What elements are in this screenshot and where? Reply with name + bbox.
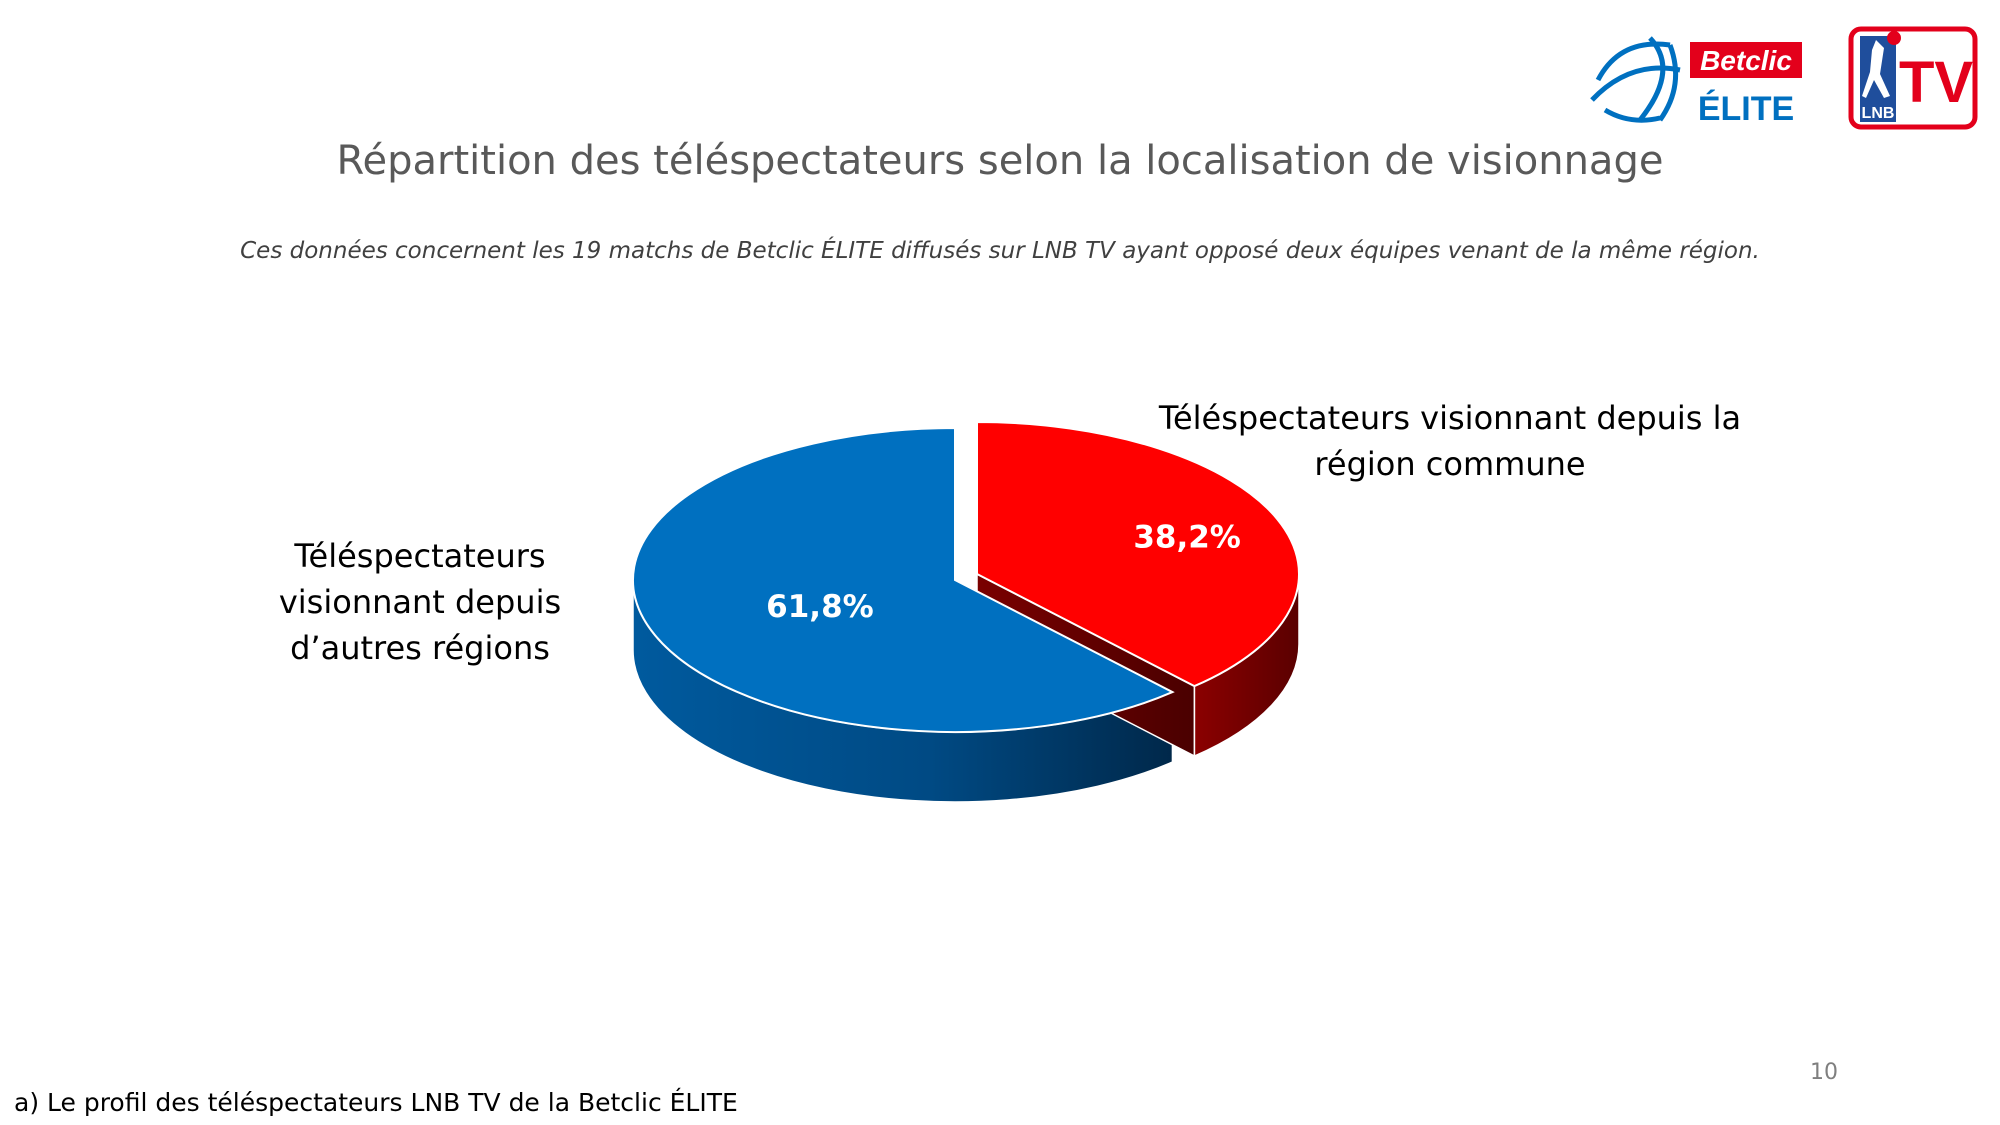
slice-label-common-region: Téléspectateurs visionnant depuis la rég… bbox=[1150, 395, 1750, 487]
slice-label-line: Téléspectateurs visionnant depuis la bbox=[1158, 399, 1742, 437]
slice-label-line: visionnant depuis bbox=[278, 583, 562, 621]
basketball-icon bbox=[1590, 36, 1681, 123]
pie-slice-common-region bbox=[976, 420, 1301, 688]
betclic-elite-logo: Betclic ÉLITE bbox=[1590, 36, 1802, 128]
slice-label-line: d’autres régions bbox=[290, 629, 550, 667]
lnb-brand-text: LNB bbox=[1862, 105, 1895, 122]
page-number: 10 bbox=[1810, 1060, 1838, 1085]
slice-label-line: région commune bbox=[1314, 445, 1586, 483]
section-label: a) Le profil des téléspectateurs LNB TV … bbox=[14, 1088, 738, 1117]
tv-brand-text: TV bbox=[1899, 50, 1973, 115]
pie-slice-other-regions bbox=[632, 426, 1175, 733]
data-label-common-region: 38,2% bbox=[1133, 519, 1241, 555]
player-ball-icon bbox=[1887, 31, 1901, 45]
slice-label-line: Téléspectateurs bbox=[294, 537, 546, 575]
player-silhouette-icon bbox=[1862, 40, 1890, 98]
chart-subtitle: Ces données concernent les 19 matchs de … bbox=[240, 238, 1760, 264]
chart-title: Répartition des téléspectateurs selon la… bbox=[336, 138, 1664, 184]
data-label-other-regions: 61,8% bbox=[766, 589, 874, 625]
elite-brand-text: ÉLITE bbox=[1698, 90, 1794, 128]
betclic-brand-text: Betclic bbox=[1700, 45, 1792, 76]
slice-label-other-regions: Téléspectateurs visionnant depuis d’autr… bbox=[250, 533, 590, 671]
lnb-tv-logo: LNB TV bbox=[1848, 26, 1978, 130]
